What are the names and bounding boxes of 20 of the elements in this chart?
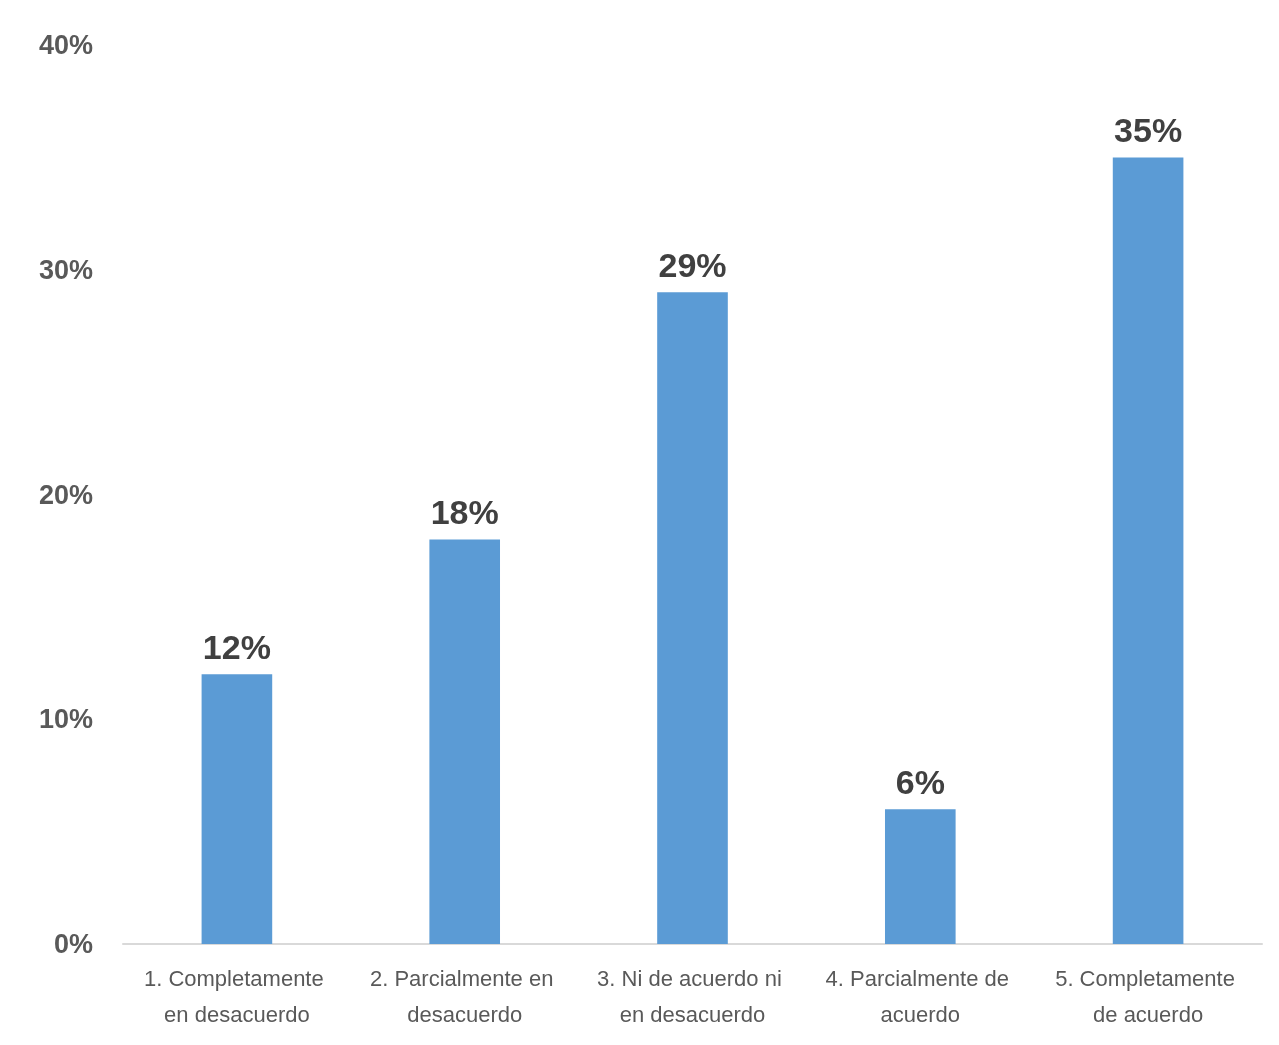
x-tick-label: 4. Parcialmente de acuerdo <box>825 965 1016 1027</box>
y-tick-label: 20% <box>38 479 93 510</box>
data-label: 12% <box>202 628 271 667</box>
bar <box>201 674 273 944</box>
x-tick-label: 1. Completamente en desacuerdo <box>143 965 330 1027</box>
data-label: 35% <box>1114 111 1183 150</box>
bar <box>429 539 501 944</box>
y-tick-label: 0% <box>53 929 93 959</box>
bar <box>1112 157 1184 944</box>
y-tick-label: 40% <box>38 30 93 60</box>
data-label: 6% <box>895 763 945 802</box>
data-label: 18% <box>430 493 499 532</box>
y-tick-label: 10% <box>38 704 93 735</box>
data-label: 29% <box>658 246 727 285</box>
y-tick-label: 30% <box>38 254 93 285</box>
bar <box>657 292 728 944</box>
bar <box>884 809 956 944</box>
x-tick-label: 3. Ni de acuerdo ni en desacuerdo <box>597 965 788 1027</box>
x-tick-label: 2. Parcialmente en desacuerdo <box>369 965 560 1027</box>
x-tick-label: 5. Completamente de acuerdo <box>1055 965 1242 1027</box>
